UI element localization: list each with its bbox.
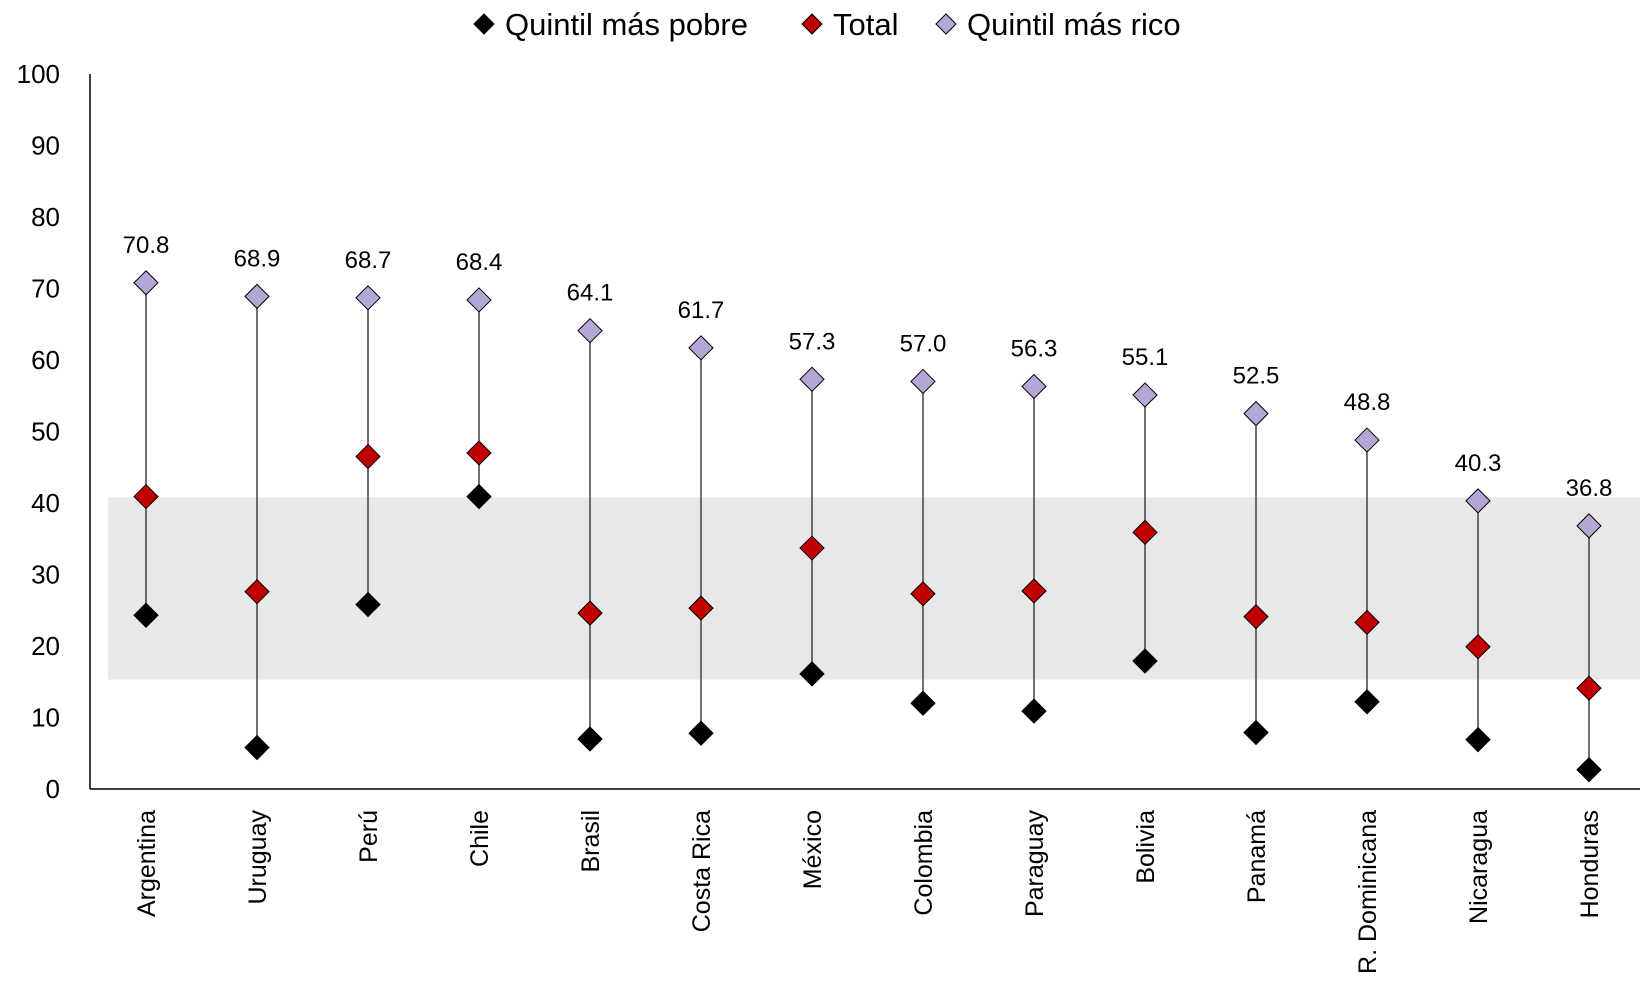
category-label: Perú (355, 810, 383, 863)
y-tick-label: 50 (31, 417, 60, 447)
category-label: Honduras (1576, 810, 1604, 918)
y-tick-label: 0 (46, 774, 60, 804)
marker-total (1021, 578, 1047, 604)
data-label: 61.7 (678, 297, 725, 324)
data-markers (133, 270, 1602, 783)
legend-label: Quintil más rico (967, 7, 1181, 42)
category-label: R. Dominicana (1354, 810, 1382, 974)
legend-marker (473, 13, 495, 35)
legend: Quintil más pobre Total Quintil más rico (473, 7, 1181, 42)
marker-total (355, 443, 381, 470)
marker-quintil-mas-rico (1132, 382, 1158, 408)
data-labels: 70.8 68.9 68.7 68.4 64.1 61.7 57.3 57.0 56.3 55.1… (123, 232, 1613, 502)
marker-quintil-mas-pobre (466, 483, 492, 510)
marker-quintil-mas-rico (910, 368, 936, 395)
marker-quintil-mas-pobre (1132, 648, 1158, 674)
data-label: 56.3 (1011, 335, 1058, 362)
marker-total (1243, 603, 1269, 630)
marker-quintil-mas-rico (133, 270, 159, 296)
legend-marker (801, 13, 823, 35)
legend-label: Quintil más pobre (505, 7, 748, 42)
data-label: 48.8 (1344, 389, 1391, 416)
marker-total (688, 595, 714, 621)
y-tick-label: 40 (31, 488, 60, 518)
legend-item-total: Total (801, 7, 898, 42)
data-label: 52.5 (1233, 363, 1280, 390)
y-tick-label: 100 (17, 59, 60, 89)
legend-item-quintil-mas-rico: Quintil más rico (935, 7, 1181, 42)
reference-band-layer (108, 497, 1640, 680)
marker-quintil-mas-rico (688, 335, 714, 361)
category-label: Panamá (1243, 810, 1271, 903)
category-label: Brasil (577, 810, 605, 873)
marker-total (244, 578, 270, 605)
y-tick-label: 30 (31, 560, 60, 590)
marker-quintil-mas-rico (466, 287, 492, 313)
data-label: 68.7 (345, 247, 392, 274)
data-label: 70.8 (123, 232, 170, 259)
data-label: 36.8 (1566, 475, 1613, 502)
category-label: México (799, 810, 827, 889)
marker-quintil-mas-rico (1354, 427, 1380, 453)
marker-total (1354, 609, 1380, 636)
legend-item-quintil-mas-pobre: Quintil más pobre (473, 7, 748, 42)
y-tick-label: 80 (31, 202, 60, 232)
y-tick-label: 70 (31, 274, 60, 304)
y-tick-label: 10 (31, 703, 60, 733)
marker-quintil-mas-rico (1576, 513, 1602, 539)
marker-quintil-mas-pobre (244, 734, 270, 761)
marker-quintil-mas-rico (577, 317, 603, 344)
marker-quintil-mas-pobre (355, 591, 381, 618)
data-label: 68.4 (456, 249, 503, 276)
marker-quintil-mas-rico (1465, 488, 1491, 514)
category-label: Costa Rica (688, 810, 716, 932)
category-label: Colombia (910, 810, 938, 916)
marker-total (1465, 634, 1491, 660)
marker-quintil-mas-rico (799, 366, 825, 393)
data-label: 57.3 (789, 328, 836, 355)
marker-quintil-mas-rico (1021, 373, 1047, 400)
marker-quintil-mas-rico (244, 283, 270, 310)
marker-quintil-mas-rico (1243, 400, 1269, 427)
category-label: Bolivia (1132, 810, 1160, 884)
marker-quintil-mas-pobre (1021, 698, 1047, 724)
marker-quintil-mas-pobre (1243, 719, 1269, 746)
marker-quintil-mas-pobre (1576, 756, 1602, 783)
marker-quintil-mas-pobre (688, 720, 714, 746)
marker-total (1132, 519, 1158, 546)
y-tick-labels: 0 10 20 30 40 50 60 70 80 90 100 (17, 59, 60, 804)
marker-quintil-mas-pobre (1465, 726, 1491, 753)
marker-quintil-mas-pobre (910, 690, 936, 716)
marker-quintil-mas-pobre (577, 726, 603, 752)
marker-total (577, 600, 603, 626)
data-label: 64.1 (567, 280, 614, 307)
legend-marker (935, 13, 957, 35)
y-tick-label: 60 (31, 345, 60, 375)
axes (89, 74, 1640, 790)
data-label: 68.9 (234, 245, 281, 272)
shaded-band (108, 497, 1640, 680)
marker-quintil-mas-pobre (133, 602, 159, 628)
marker-total (910, 581, 936, 607)
data-label: 40.3 (1455, 450, 1502, 477)
category-label: Chile (466, 810, 494, 867)
data-label: 55.1 (1122, 344, 1169, 371)
marker-quintil-mas-rico (355, 285, 381, 311)
category-label: Nicaragua (1465, 810, 1493, 924)
category-label: Uruguay (244, 810, 272, 905)
y-tick-label: 90 (31, 131, 60, 161)
category-label: Argentina (133, 810, 161, 917)
y-tick-label: 20 (31, 631, 60, 661)
marker-total (466, 440, 492, 466)
marker-total (133, 483, 159, 510)
category-labels: Argentina Uruguay Perú Chile Brasil Costa Ric… (133, 810, 1604, 974)
legend-label: Total (833, 7, 898, 42)
category-label: Paraguay (1021, 810, 1049, 918)
marker-total (799, 535, 825, 561)
data-label: 57.0 (900, 330, 947, 357)
marker-total (1576, 675, 1602, 701)
marker-quintil-mas-pobre (799, 661, 825, 687)
marker-quintil-mas-pobre (1354, 689, 1380, 715)
